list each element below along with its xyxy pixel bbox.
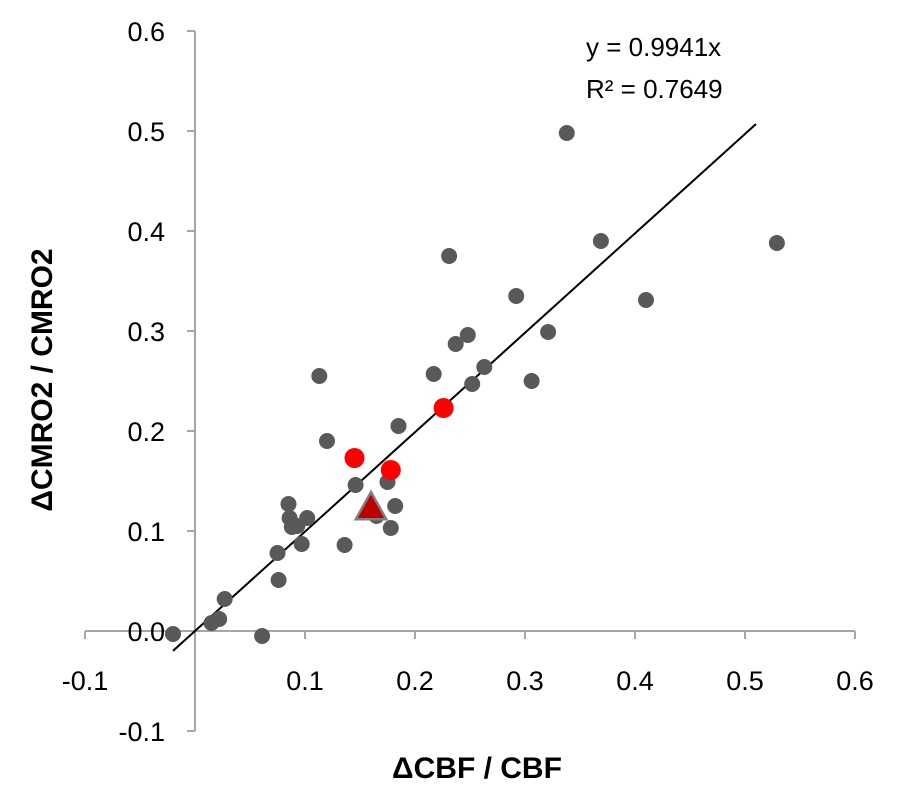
data-point-highlight: [380, 460, 401, 480]
data-point: [270, 572, 287, 588]
x-axis-title: ΔCBF / CBF: [392, 752, 562, 785]
data-point: [476, 359, 493, 375]
data-point: [447, 336, 464, 352]
data-point: [280, 496, 297, 512]
x-tick-label: -0.1: [62, 666, 109, 696]
y-tick-label: 0.6: [127, 17, 165, 47]
data-point: [382, 520, 399, 536]
data-point: [299, 510, 316, 526]
data-point: [387, 498, 404, 514]
y-tick-label: -0.1: [118, 717, 165, 747]
y-tick-label: 0.5: [127, 117, 165, 147]
y-tick-label: 0.4: [127, 217, 165, 247]
data-point: [336, 537, 353, 553]
data-point: [254, 628, 271, 644]
data-point: [459, 327, 476, 343]
data-point: [216, 591, 233, 607]
y-tick-label: 0.0: [127, 617, 165, 647]
data-point: [592, 233, 609, 249]
data-point: [638, 292, 654, 308]
data-point: [390, 418, 407, 434]
data-point: [441, 248, 458, 264]
data-point: [319, 433, 335, 449]
equation-label: y = 0.9941x: [586, 32, 721, 62]
x-tick-label: 0.3: [506, 666, 544, 696]
x-tick-label: 0.4: [616, 666, 654, 696]
data-point-highlight: [433, 398, 454, 418]
r-squared-label: R² = 0.7649: [586, 74, 723, 104]
x-tick-label: 0.5: [726, 666, 764, 696]
trendline: [172, 123, 757, 652]
x-tick-label: 0.6: [836, 666, 874, 696]
data-point: [347, 477, 364, 493]
y-tick-label: 0.2: [127, 417, 165, 447]
data-point: [558, 125, 575, 141]
data-point: [165, 626, 181, 642]
data-point: [311, 368, 328, 384]
x-tick-label: 0.2: [396, 666, 434, 696]
data-point-highlight: [344, 448, 365, 468]
data-point-triangle: [353, 489, 389, 521]
data-point: [211, 611, 228, 627]
data-point: [768, 235, 785, 251]
data-point: [464, 376, 481, 392]
y-axis-title: ΔCMRO2 / CMRO2: [26, 248, 59, 511]
data-point: [269, 545, 286, 561]
y-tick-label: 0.3: [127, 317, 165, 347]
data-point: [425, 366, 442, 382]
data-point: [540, 324, 557, 340]
data-point: [508, 288, 525, 304]
y-tick-label: 0.1: [127, 517, 165, 547]
data-point: [293, 536, 310, 552]
data-point: [523, 373, 540, 389]
x-tick-label: 0.1: [286, 666, 324, 696]
